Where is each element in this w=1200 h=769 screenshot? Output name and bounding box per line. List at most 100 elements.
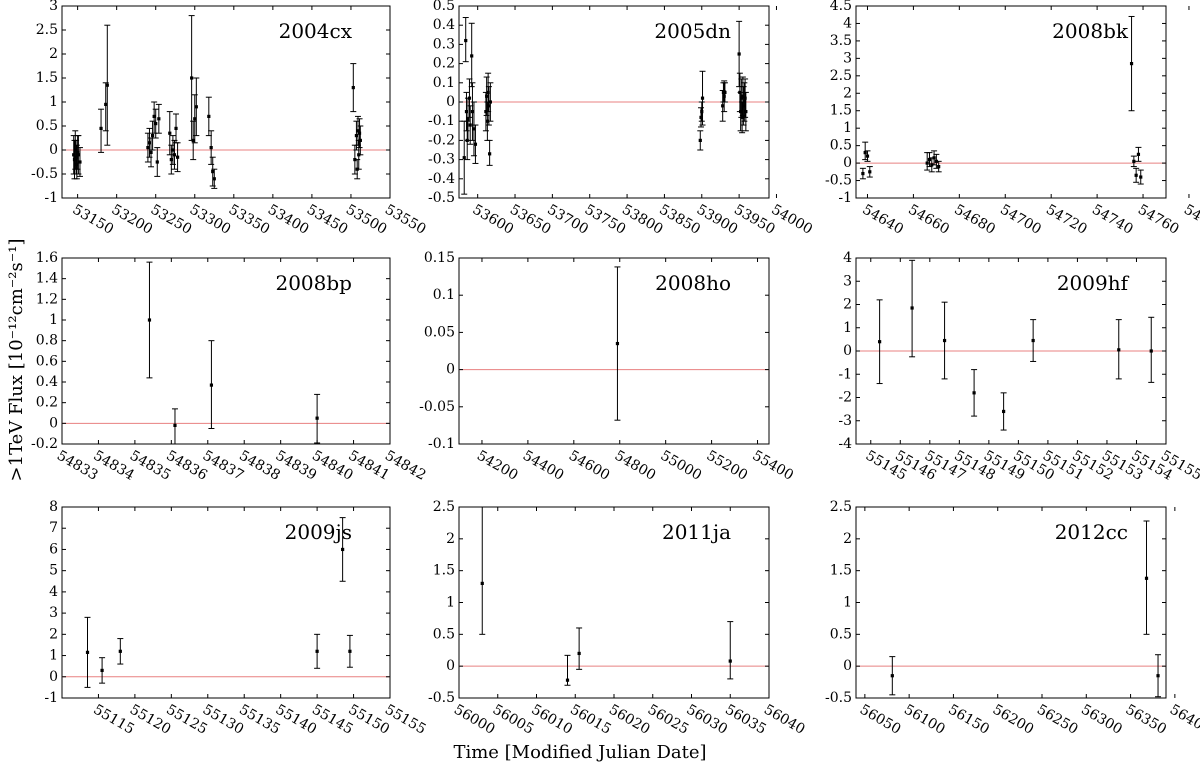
y-tick-label: -1 — [44, 190, 58, 206]
y-tick-label: 0.15 — [424, 250, 455, 266]
chart-panel-2011ja: -0.500.511.522.5560005600556010560155602… — [428, 499, 808, 738]
data-point — [209, 146, 213, 150]
data-point — [700, 110, 704, 114]
data-point — [212, 177, 216, 181]
x-tick-label: 55145 — [309, 702, 356, 738]
x-tick-label: 55115 — [90, 702, 137, 738]
data-point — [104, 102, 108, 106]
y-tick-label: 2.5 — [830, 68, 852, 84]
x-tick-label: 54838 — [236, 448, 283, 484]
x-tick-label: 56020 — [606, 702, 653, 738]
data-point — [861, 171, 865, 176]
x-tick-label: 55130 — [200, 702, 247, 738]
y-tick-label: -2 — [838, 390, 852, 406]
y-tick-label: 0.5 — [830, 626, 852, 642]
data-point — [358, 138, 362, 142]
x-tick-label: 53800 — [619, 202, 666, 238]
data-point — [1117, 348, 1121, 352]
y-tick-label: 0.8 — [36, 333, 58, 349]
y-tick-label: -0.5 — [428, 690, 455, 706]
y-tick-label: -0.5 — [31, 166, 58, 182]
data-point — [85, 650, 90, 654]
x-tick-label: 56250 — [1034, 702, 1081, 738]
data-point — [480, 581, 484, 585]
data-point — [743, 96, 747, 100]
plot-frame — [458, 257, 770, 445]
data-point — [209, 383, 214, 387]
y-tick-label: 6 — [49, 541, 58, 557]
data-point — [168, 131, 172, 135]
y-tick-label: 1.5 — [36, 70, 58, 86]
x-tick-label: 53450 — [304, 202, 351, 238]
data-point — [927, 158, 932, 162]
data-point — [146, 146, 150, 150]
data-point — [868, 170, 872, 174]
y-tick-label: 2.5 — [36, 22, 58, 38]
data-point — [473, 142, 478, 146]
y-tick-label: 0.5 — [36, 118, 58, 134]
x-tick-label: 55135 — [236, 702, 283, 738]
data-point — [467, 96, 472, 100]
y-tick-label: 0 — [49, 142, 58, 158]
x-tick-label: 54720 — [1043, 202, 1090, 238]
data-point — [193, 117, 197, 121]
y-tick-label: -0.1 — [428, 436, 455, 452]
data-point — [175, 155, 180, 159]
data-point — [878, 340, 882, 344]
x-tick-label: 55125 — [163, 702, 210, 738]
data-point — [105, 83, 109, 87]
x-tick-label: 54660 — [905, 202, 952, 238]
y-tick-label: 0.6 — [36, 353, 58, 369]
data-point — [171, 148, 175, 152]
x-tick-label: 53950 — [731, 202, 778, 238]
x-tick-label: 56000 — [451, 702, 498, 738]
x-tick-label: 54841 — [346, 448, 393, 484]
x-tick-label: 54840 — [309, 448, 356, 484]
data-point — [147, 318, 152, 322]
y-tick-label: 4 — [49, 584, 58, 600]
x-tick-label: 53600 — [470, 202, 517, 238]
y-tick-label: 0 — [49, 669, 58, 685]
y-tick-label: 1 — [843, 595, 852, 611]
y-tick-label: 0 — [446, 658, 455, 674]
data-point — [470, 110, 475, 114]
x-tick-label: 54780 — [1181, 202, 1200, 238]
x-tick-label: 54200 — [474, 448, 521, 484]
data-point — [464, 38, 468, 43]
y-tick-label: 0.5 — [830, 138, 852, 154]
data-point — [1132, 159, 1136, 163]
panel-title: 2005dn — [654, 19, 731, 43]
data-point — [191, 138, 195, 142]
data-point — [1002, 409, 1006, 414]
y-tick-label: 0.1 — [433, 287, 455, 303]
y-tick-label: -1 — [838, 366, 852, 382]
y-tick-label: 3 — [49, 0, 58, 14]
data-point — [356, 129, 360, 133]
x-tick-label: 54680 — [951, 202, 998, 238]
y-tick-label: 1 — [843, 120, 852, 136]
data-point — [468, 123, 472, 127]
y-tick-label: 2 — [446, 531, 455, 547]
data-point — [739, 110, 743, 114]
chart-panel-2009hf: -4-3-2-101234551455514655147551485514955… — [838, 250, 1200, 484]
x-tick-label: 54839 — [273, 448, 320, 484]
data-point — [942, 338, 947, 343]
plot-frame — [61, 506, 391, 699]
chart-panel-2008bp: -0.200.20.40.60.811.21.41.65483354834548… — [31, 250, 429, 484]
x-tick-label: 56300 — [1078, 702, 1125, 738]
y-tick-label: 0.3 — [433, 36, 455, 52]
panel-title: 2008bk — [1052, 19, 1129, 43]
y-tick-label: 0 — [49, 415, 58, 431]
data-point — [486, 90, 490, 94]
data-point — [152, 114, 156, 118]
y-tick-label: 8 — [49, 499, 58, 515]
x-tick-label: 53850 — [656, 202, 703, 238]
data-point — [487, 104, 491, 108]
x-tick-label: 53700 — [544, 202, 591, 238]
data-point — [722, 94, 726, 98]
y-tick-label: 1 — [446, 595, 455, 611]
y-tick-label: 0 — [843, 155, 852, 171]
x-tick-label: 56025 — [645, 702, 692, 738]
data-point — [150, 134, 155, 138]
